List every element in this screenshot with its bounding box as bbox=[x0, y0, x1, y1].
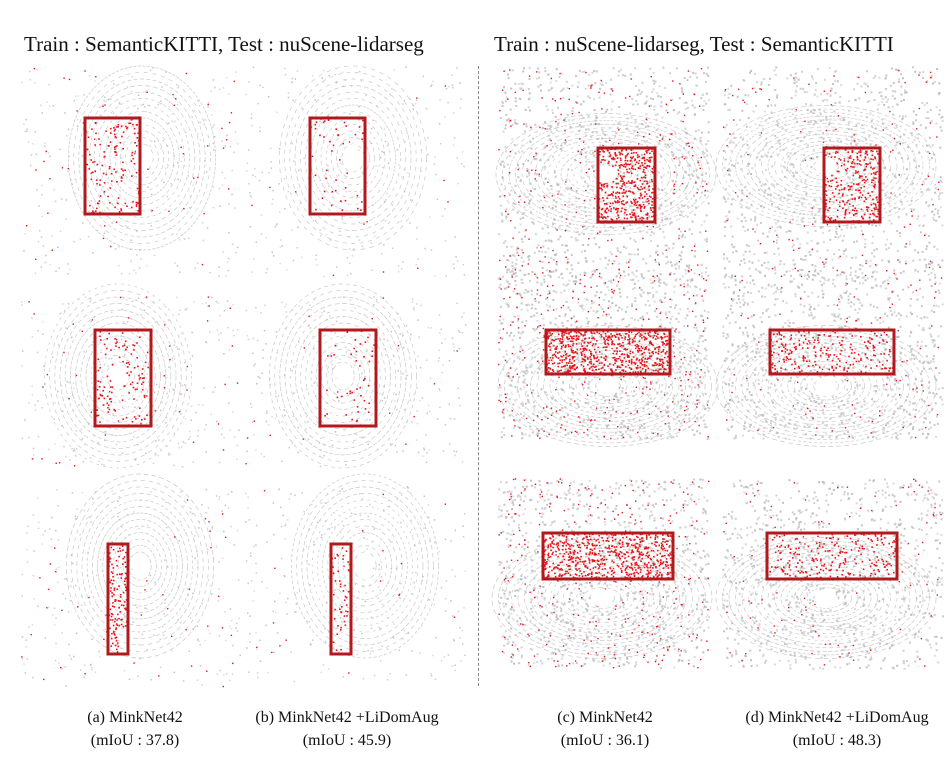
highlight-box bbox=[329, 542, 353, 656]
highlight-box bbox=[93, 328, 153, 428]
left-group-header: Train : SemanticKITTI, Test : nuScene-li… bbox=[24, 32, 424, 56]
caption-d-label: (d) MinkNet42 +LiDomAug bbox=[745, 709, 929, 726]
point-cloud-panel-d3 bbox=[715, 478, 944, 670]
highlight-box bbox=[544, 328, 672, 376]
point-cloud-panel-c1 bbox=[495, 66, 717, 278]
highlight-box bbox=[768, 328, 896, 376]
highlight-box bbox=[822, 146, 882, 224]
highlight-box bbox=[318, 328, 378, 428]
point-cloud-panel-c3 bbox=[491, 478, 713, 670]
caption-b: (b) MinkNet42 +LiDomAug (mIoU : 45.9) bbox=[242, 706, 452, 752]
point-cloud-panel-d2 bbox=[715, 268, 944, 447]
point-cloud-panel-c2 bbox=[497, 268, 719, 447]
highlight-box bbox=[765, 531, 899, 581]
point-cloud-panel-d1 bbox=[715, 66, 944, 278]
caption-c: (c) MinkNet42 (mIoU : 36.1) bbox=[510, 706, 700, 752]
caption-c-metric: (mIoU : 36.1) bbox=[560, 732, 650, 749]
right-group-header: Train : nuScene-lidarseg, Test : Semanti… bbox=[494, 32, 894, 56]
point-cloud-panel-b2 bbox=[245, 283, 467, 469]
point-cloud-panel-a2 bbox=[20, 283, 240, 469]
group-divider bbox=[478, 66, 479, 686]
point-cloud-panel-b1 bbox=[245, 65, 466, 278]
highlight-box bbox=[106, 542, 130, 656]
caption-b-metric: (mIoU : 45.9) bbox=[302, 732, 392, 749]
caption-a: (a) MinkNet42 (mIoU : 37.8) bbox=[40, 706, 230, 752]
point-cloud-panel-a3 bbox=[21, 473, 241, 688]
caption-a-label: (a) MinkNet42 bbox=[87, 709, 183, 726]
caption-c-label: (c) MinkNet42 bbox=[557, 709, 653, 726]
point-cloud-panel-b3 bbox=[245, 473, 467, 683]
caption-b-label: (b) MinkNet42 +LiDomAug bbox=[255, 709, 439, 726]
highlight-box bbox=[596, 146, 657, 224]
highlight-box bbox=[541, 531, 675, 581]
caption-d-metric: (mIoU : 48.3) bbox=[792, 732, 882, 749]
highlight-box bbox=[83, 116, 142, 216]
caption-d: (d) MinkNet42 +LiDomAug (mIoU : 48.3) bbox=[728, 706, 946, 752]
highlight-box bbox=[308, 116, 367, 216]
point-cloud-panel-a1 bbox=[21, 65, 239, 277]
caption-a-metric: (mIoU : 37.8) bbox=[90, 732, 180, 749]
